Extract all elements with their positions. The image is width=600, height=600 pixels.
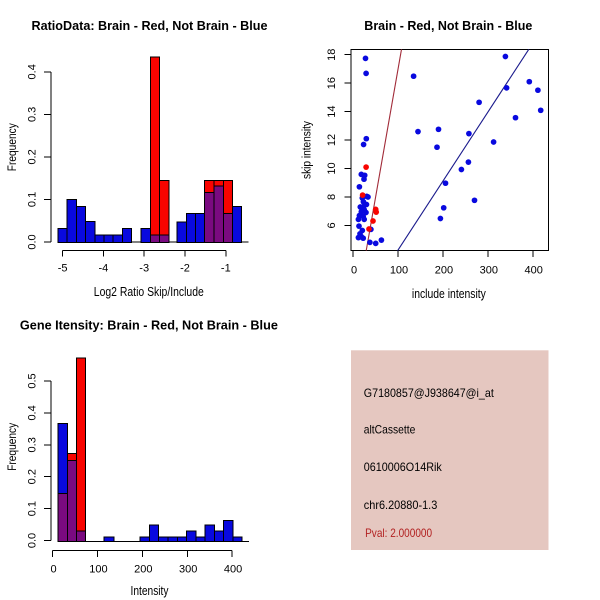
svg-text:Intensity: Intensity <box>131 584 170 598</box>
svg-text:0.4: 0.4 <box>27 405 39 420</box>
svg-text:-1: -1 <box>221 263 231 275</box>
svg-text:300: 300 <box>480 265 498 277</box>
svg-text:300: 300 <box>179 564 197 576</box>
svg-text:6: 6 <box>326 222 338 228</box>
svg-text:0.4: 0.4 <box>27 64 39 79</box>
svg-text:10: 10 <box>326 162 338 174</box>
svg-text:0: 0 <box>50 564 56 576</box>
svg-text:12: 12 <box>326 134 338 146</box>
svg-text:14: 14 <box>326 105 338 117</box>
svg-text:0: 0 <box>351 265 357 277</box>
svg-text:0.1: 0.1 <box>27 192 39 207</box>
svg-text:0.2: 0.2 <box>27 469 39 484</box>
svg-text:0.0: 0.0 <box>27 234 39 249</box>
svg-text:200: 200 <box>435 265 453 277</box>
svg-text:Log2 Ratio Skip/Include: Log2 Ratio Skip/Include <box>94 285 204 299</box>
svg-text:0.3: 0.3 <box>27 107 39 122</box>
svg-text:Pval: 2.000000: Pval: 2.000000 <box>365 526 432 540</box>
svg-text:-5: -5 <box>58 263 68 275</box>
svg-text:0610006O14Rik: 0610006O14Rik <box>364 460 443 474</box>
svg-text:Gene Itensity: Brain - Red, No: Gene Itensity: Brain - Red, Not Brain - … <box>20 318 278 333</box>
svg-text:G7180857@J938647@i_at: G7180857@J938647@i_at <box>364 386 495 400</box>
svg-text:skip intensity: skip intensity <box>302 121 314 179</box>
svg-text:Brain - Red, Not Brain - Blue: Brain - Red, Not Brain - Blue <box>364 18 532 33</box>
svg-text:0.3: 0.3 <box>27 437 39 452</box>
svg-text:0.0: 0.0 <box>27 533 39 548</box>
svg-text:0.2: 0.2 <box>27 149 39 164</box>
svg-text:400: 400 <box>525 265 543 277</box>
svg-text:100: 100 <box>390 265 408 277</box>
svg-text:-3: -3 <box>139 263 149 275</box>
svg-text:0.5: 0.5 <box>27 373 39 388</box>
svg-text:0.1: 0.1 <box>27 501 39 516</box>
svg-text:200: 200 <box>134 564 152 576</box>
svg-text:8: 8 <box>326 194 338 200</box>
svg-text:RatioData: Brain - Red, Not Br: RatioData: Brain - Red, Not Brain - Blue <box>32 18 268 33</box>
svg-text:altCassette: altCassette <box>364 423 416 437</box>
svg-text:chr6.20880-1.3: chr6.20880-1.3 <box>364 498 438 512</box>
svg-text:Frequency: Frequency <box>7 123 19 171</box>
svg-text:include intensity: include intensity <box>412 287 487 301</box>
svg-text:100: 100 <box>89 564 107 576</box>
svg-text:18: 18 <box>326 49 338 61</box>
svg-text:Frequency: Frequency <box>7 423 19 471</box>
svg-text:-4: -4 <box>99 263 109 275</box>
svg-text:-2: -2 <box>180 263 190 275</box>
svg-text:400: 400 <box>224 564 242 576</box>
svg-text:16: 16 <box>326 77 338 89</box>
